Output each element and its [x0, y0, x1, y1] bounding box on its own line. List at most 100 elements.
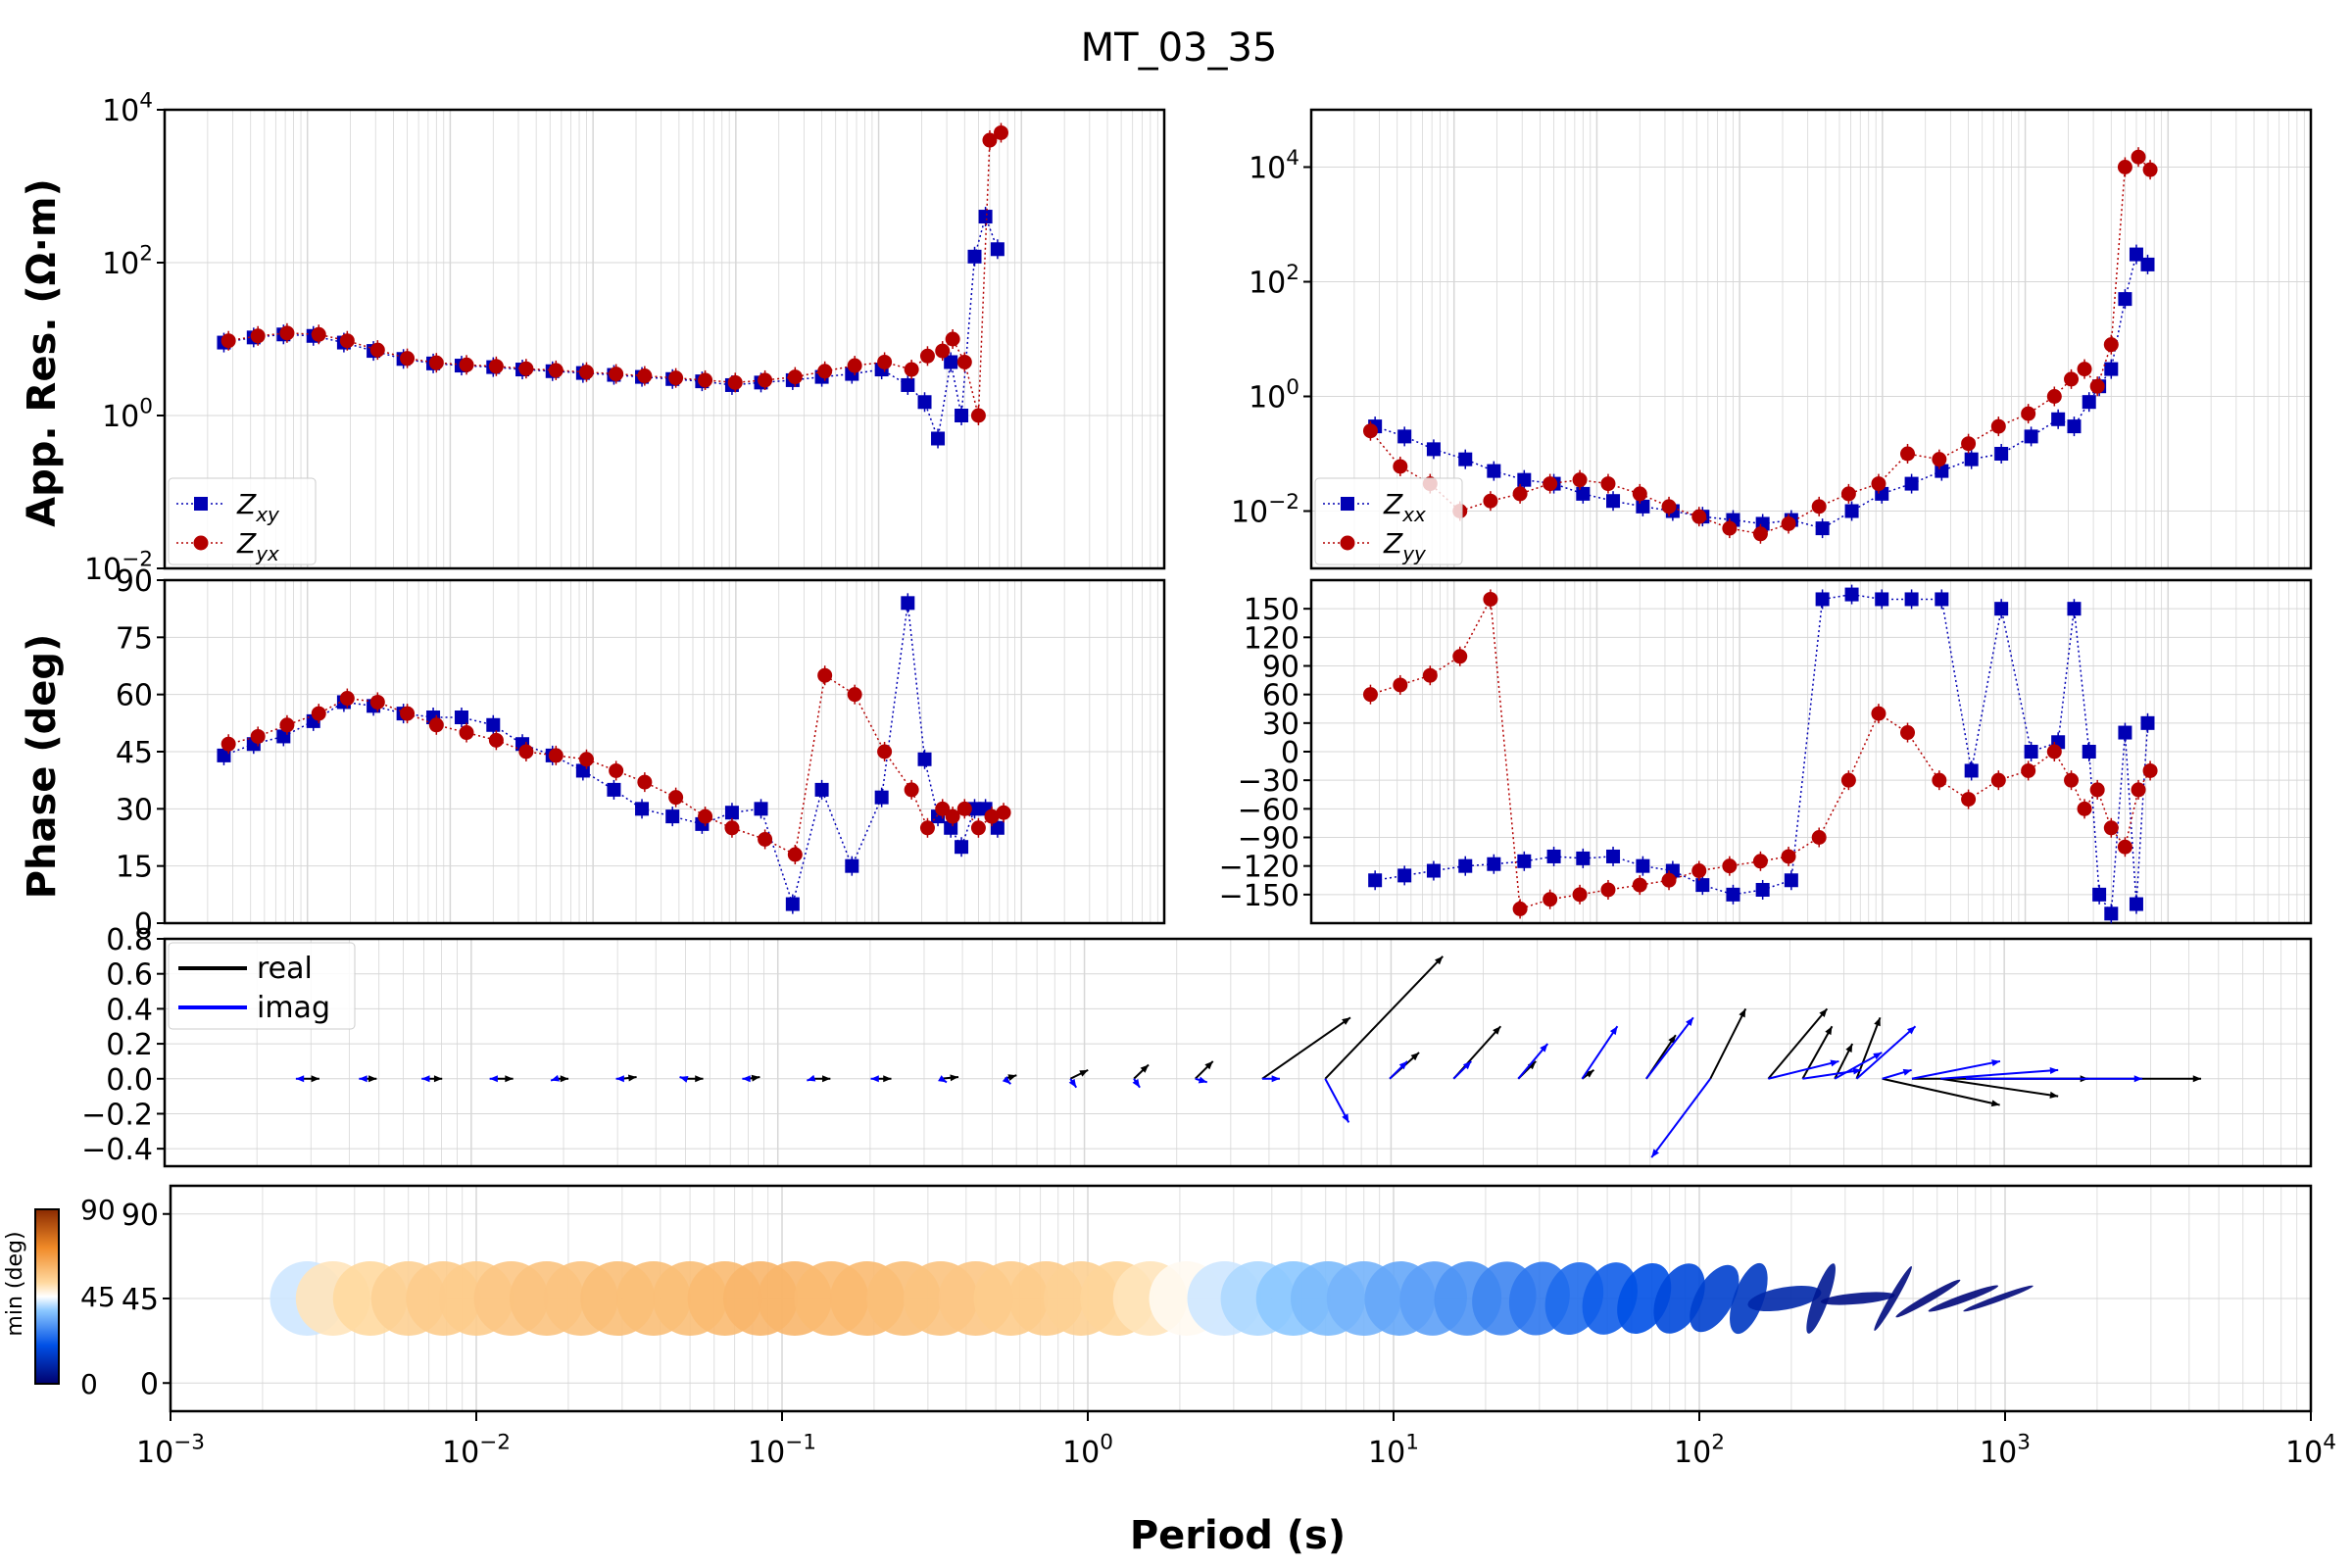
- arrow-head-real: [1819, 1008, 1828, 1017]
- data-point-Z_yy: [1811, 830, 1827, 845]
- data-point-Z_xy: [944, 820, 958, 835]
- data-point-Z_yy: [2064, 772, 2080, 788]
- data-point-Z_yx: [787, 847, 803, 862]
- data-point-Z_xy: [931, 431, 946, 446]
- y-tick-label: 100: [1249, 375, 1299, 416]
- grid-tipper: [165, 938, 2311, 1166]
- data-point-Z_xx: [2140, 715, 2155, 730]
- data-point-Z_xx: [1426, 863, 1441, 878]
- y-tick-label: 120: [1244, 621, 1299, 656]
- data-point-Z_yy: [1661, 872, 1677, 888]
- data-point-Z_yx: [668, 790, 684, 806]
- x-tick-label: 104: [2285, 1431, 2336, 1471]
- arrow-head-real: [1342, 1017, 1350, 1025]
- data-point-Z_xx: [2104, 906, 2119, 921]
- data-point-Z_xx: [2024, 745, 2038, 759]
- data-point-Z_xx: [1844, 587, 1859, 602]
- data-point-Z_xy: [955, 840, 969, 855]
- data-point-Z_xx: [2024, 429, 2038, 444]
- data-point-Z_yy: [1572, 887, 1588, 903]
- arrow-head-real: [627, 1074, 637, 1082]
- y-tick-label-exponent: 2: [1286, 261, 1299, 285]
- data-point-Z_xy: [978, 210, 993, 224]
- arrow-head-imag: [1902, 1068, 1912, 1076]
- data-point-Z_yx: [758, 831, 773, 847]
- data-point-Z_yx: [369, 694, 385, 710]
- grid-phase-main: [165, 579, 1164, 924]
- pt-ellipse: [1895, 1279, 1961, 1318]
- data-point-Z_yy: [1362, 423, 1378, 439]
- data-point-Z_yx: [787, 369, 803, 385]
- y-tick-label: 0: [1281, 736, 1299, 770]
- arrow-head-real: [1990, 1100, 2000, 1107]
- colorbar: 0 45 90: [34, 1194, 116, 1400]
- x-tick-label-exponent: 0: [1100, 1431, 1113, 1455]
- data-point-Z_yy: [2089, 378, 2105, 394]
- data-point-Z_yy: [1543, 892, 1558, 907]
- arrow-head-imag: [1342, 1113, 1349, 1123]
- data-point-Z_yy: [2142, 162, 2158, 177]
- arrow-head-imag: [489, 1075, 498, 1083]
- series-line-Z_xx: [1374, 253, 2148, 529]
- arrow-head-real: [950, 1074, 958, 1082]
- data-point-Z_xx: [1458, 452, 1473, 466]
- arrow-head-imag: [1686, 1017, 1693, 1027]
- data-point-Z_xy: [665, 809, 680, 824]
- data-point-Z_yy: [2021, 762, 2036, 778]
- data-point-Z_xx: [1487, 464, 1501, 478]
- arrow-head-real: [1739, 1008, 1746, 1018]
- arrow-head-imag: [1462, 1060, 1472, 1070]
- data-point-Z_yy: [1452, 649, 1468, 664]
- y-tick-label: 90: [122, 1199, 159, 1233]
- y-tick-label-exponent: −2: [1268, 490, 1299, 514]
- arrow-head-real: [560, 1075, 569, 1083]
- y-tick-label: 15: [116, 851, 153, 885]
- y-tick-label-exponent: −2: [122, 548, 153, 572]
- legend-label-subscript: yy: [1401, 542, 1427, 565]
- pt-ellipse: [1963, 1285, 2034, 1312]
- arrow-imag: [1802, 1068, 1862, 1080]
- data-point-Z_yy: [1961, 792, 1977, 808]
- y-tick-label: 0.6: [106, 958, 153, 993]
- data-point-Z_yx: [945, 331, 960, 347]
- axes-frame-res-diag: [1309, 108, 2313, 570]
- y-tick-label: 100: [102, 395, 153, 435]
- arrow-head-real: [1007, 1074, 1017, 1081]
- data-point-Z_yy: [2064, 371, 2080, 387]
- data-point-Z_yx: [548, 748, 564, 763]
- arrow-imag: [1324, 1078, 1350, 1123]
- data-point-Z_yx: [817, 364, 833, 379]
- arrow-head-real: [883, 1075, 892, 1083]
- data-point-Z_yx: [877, 744, 893, 760]
- axes-frame-phase-diag: [1309, 578, 2313, 925]
- y-tick-label: 104: [102, 89, 153, 129]
- arrow-head-imag: [615, 1075, 624, 1083]
- pt-ellipse: [1690, 1264, 1740, 1333]
- y-tick-label-exponent: 4: [139, 89, 153, 114]
- data-point-Z_yy: [2117, 160, 2132, 174]
- data-point-Z_xx: [1606, 494, 1621, 509]
- data-point-Z_yy: [1572, 472, 1588, 488]
- data-point-Z_yy: [1512, 486, 1528, 502]
- arrow-head-real: [751, 1074, 760, 1082]
- legend-label-subscript: xy: [255, 503, 280, 526]
- data-point-Z_yx: [250, 728, 266, 744]
- data-point-Z_xx: [1576, 851, 1591, 865]
- data-point-Z_yy: [1691, 509, 1707, 524]
- y-tick-label: 30: [116, 793, 153, 827]
- y-axis-label-resistivity: App. Res. (Ω·m): [20, 178, 65, 527]
- arrow-head-imag: [2049, 1066, 2059, 1074]
- data-point-Z_yx: [698, 808, 713, 824]
- arrow-head-real: [1140, 1064, 1150, 1073]
- data-point-Z_xx: [1426, 442, 1441, 457]
- arrow-head-real: [695, 1075, 704, 1083]
- series-line-Z_xy: [223, 214, 999, 442]
- legend-label-subscript: xx: [1401, 503, 1426, 526]
- arrow-head-imag: [870, 1075, 879, 1083]
- data-point-Z_xy: [917, 395, 932, 410]
- data-point-Z_yy: [1393, 677, 1408, 693]
- data-point-Z_xx: [2067, 602, 2082, 616]
- data-point-Z_yx: [428, 355, 444, 370]
- y-tick-label: 150: [1244, 593, 1299, 627]
